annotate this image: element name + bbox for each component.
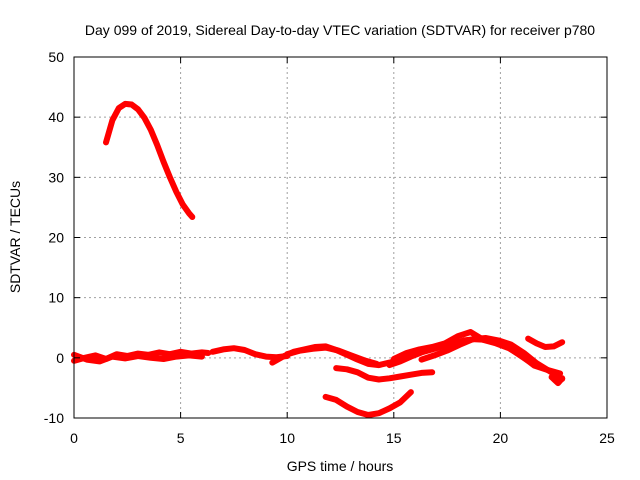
tick-marks [73, 56, 608, 419]
y-tick-label: -10 [44, 410, 64, 426]
series-line-arc-low-2 [322, 389, 414, 418]
series-line-arc-mid-3 [284, 344, 380, 367]
y-tick-label: 10 [48, 290, 64, 306]
y-tick-labels: -10 0 10 20 30 40 50 [44, 49, 64, 426]
x-axis-label: GPS time / hours [287, 458, 394, 474]
x-tick-label: 10 [279, 430, 295, 446]
series-line-arc-end-1 [525, 335, 566, 350]
x-tick-labels: 0 5 10 15 20 25 [70, 430, 615, 446]
x-tick-label: 0 [70, 430, 78, 446]
x-tick-label: 5 [177, 430, 185, 446]
y-axis-label: SDTVAR / TECUs [7, 181, 23, 293]
series-line-arc-low-1 [333, 365, 436, 383]
y-tick-label: 50 [48, 49, 64, 65]
chart-title: Day 099 of 2019, Sidereal Day-to-day VTE… [85, 22, 595, 38]
series-line-arc-high-tail-3 [418, 335, 566, 382]
y-tick-label: 30 [48, 169, 64, 185]
grid-lines [74, 57, 607, 418]
x-tick-label: 15 [386, 430, 402, 446]
y-tick-label: 40 [48, 109, 64, 125]
series-line-arc-mid-1 [209, 345, 291, 361]
x-tick-label: 25 [599, 430, 615, 446]
data-series [71, 100, 566, 418]
y-tick-label: 0 [56, 350, 64, 366]
y-tick-label: 20 [48, 230, 64, 246]
series-line-arc-high [103, 100, 196, 220]
series-line-arc-base-2 [71, 351, 205, 365]
x-tick-label: 20 [493, 430, 509, 446]
series-line-arc-end-2 [548, 374, 566, 387]
